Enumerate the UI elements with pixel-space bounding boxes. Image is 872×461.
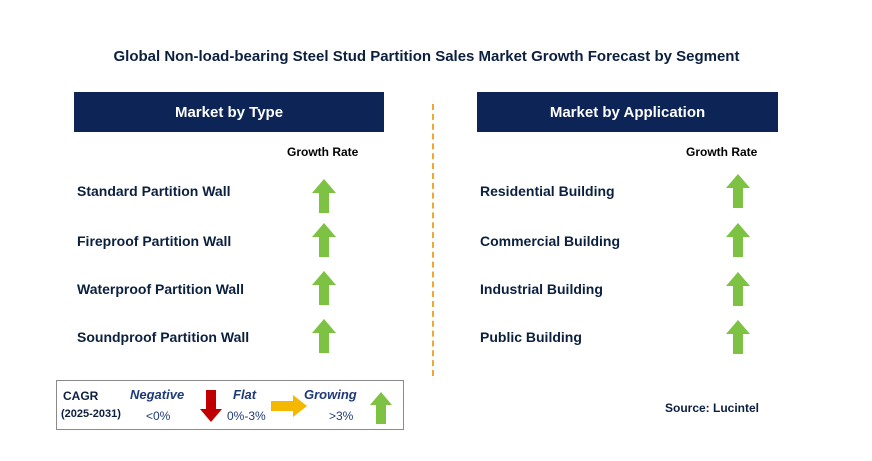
source-note: Source: Lucintel <box>665 401 760 415</box>
panel-divider <box>432 104 434 376</box>
legend-negative-label: Negative <box>130 387 185 402</box>
segment-label-industrial-building: Industrial Building <box>480 281 603 297</box>
legend-negative-range: <0% <box>146 409 171 423</box>
growing-arrow-icon <box>726 174 750 208</box>
chart-title: Global Non-load-bearing Steel Stud Parti… <box>113 48 740 65</box>
legend-flat-label: Flat <box>233 387 257 402</box>
growing-arrow-icon <box>312 319 336 353</box>
segment-label-standard-partition-wall: Standard Partition Wall <box>77 183 231 199</box>
market-by-application-header: Market by Application <box>477 92 778 132</box>
cagr-legend: CAGR (2025-2031) Negative <0% Flat 0%-3%… <box>56 380 404 430</box>
growing-arrow-icon <box>726 272 750 306</box>
growth-rate-label-type: Growth Rate <box>287 145 359 159</box>
growing-arrow-icon <box>312 179 336 213</box>
legend-growing-range: >3% <box>329 409 354 423</box>
market-by-type-header: Market by Type <box>74 92 384 132</box>
legend-growing-label: Growing <box>304 387 357 402</box>
segment-label-public-building: Public Building <box>480 329 582 345</box>
legend-cagr-label: CAGR <box>63 389 99 403</box>
segment-label-fireproof-partition-wall: Fireproof Partition Wall <box>77 233 232 249</box>
growing-arrow-icon <box>312 223 336 257</box>
negative-arrow-icon <box>200 390 222 422</box>
growing-arrow-icon <box>726 223 750 257</box>
growing-arrow-icon <box>726 320 750 354</box>
legend-period: (2025-2031) <box>61 408 121 420</box>
segment-label-soundproof-partition-wall: Soundproof Partition Wall <box>77 329 250 345</box>
legend-flat-range: 0%-3% <box>227 409 266 423</box>
growing-legend-arrow-icon <box>370 392 392 424</box>
segment-label-commercial-building: Commercial Building <box>480 233 621 249</box>
segment-label-residential-building: Residential Building <box>480 183 615 199</box>
flat-arrow-icon <box>271 395 307 417</box>
growing-arrow-icon <box>312 271 336 305</box>
segment-label-waterproof-partition-wall: Waterproof Partition Wall <box>77 281 244 297</box>
growth-rate-label-application: Growth Rate <box>686 145 758 159</box>
